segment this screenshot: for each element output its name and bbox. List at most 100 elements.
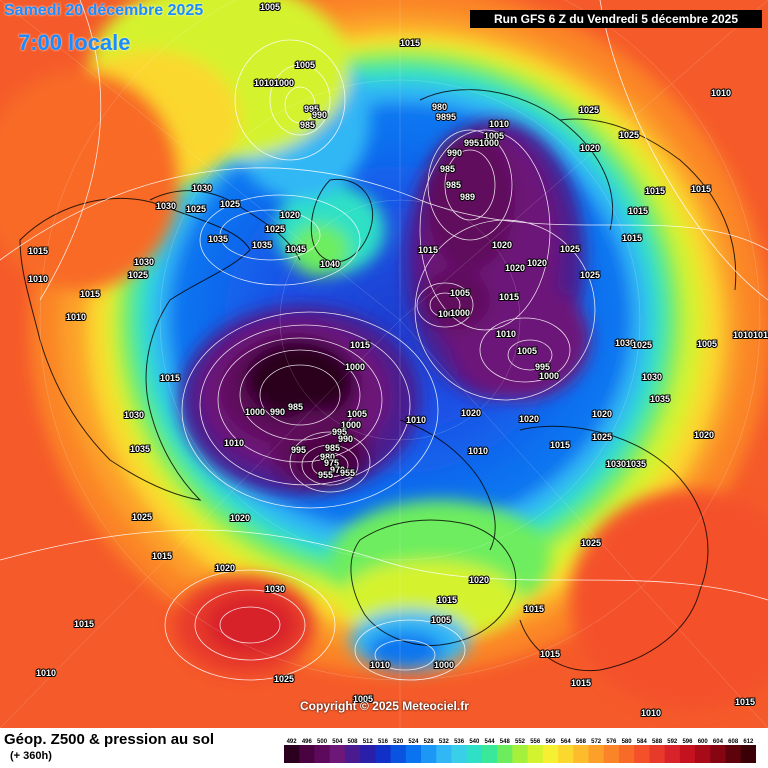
scale-tick-label: 508 <box>348 739 359 745</box>
scale-swatch <box>299 745 315 763</box>
scale-swatch <box>740 745 756 763</box>
scale-swatch <box>588 745 605 763</box>
scale-swatch <box>573 745 590 763</box>
scale-tick-label: 604 <box>713 739 724 745</box>
pressure-label: 1000 <box>438 309 458 319</box>
pressure-label: 1015 <box>540 649 560 659</box>
pressure-label: 1010 <box>224 438 244 448</box>
pressure-label: 985 <box>300 120 315 130</box>
scale-tick-label: 596 <box>682 739 693 745</box>
pressure-label: 1000 <box>341 420 361 430</box>
pressure-label: 1015 <box>550 440 570 450</box>
scale-swatch <box>664 745 681 763</box>
pressure-label: 1015 <box>28 246 48 256</box>
pressure-label: 1015 <box>437 595 457 605</box>
scale-swatch <box>725 745 742 763</box>
scale-swatch <box>390 745 407 763</box>
scale-swatch <box>527 745 544 763</box>
pressure-label: 985 <box>446 180 461 190</box>
pressure-label: 1005 <box>295 60 315 70</box>
scale-tick-label: 516 <box>378 739 389 745</box>
pressure-label: 10101000 <box>254 78 294 88</box>
pressure-label: 1010 <box>641 708 661 718</box>
scale-swatch <box>710 745 727 763</box>
pressure-label: 1015 <box>418 245 438 255</box>
scale-tick-label: 536 <box>454 739 465 745</box>
scale-swatch <box>314 745 331 763</box>
pressure-label: 9895 <box>436 112 456 122</box>
pressure-label: 1020 <box>469 575 489 585</box>
scale-swatch <box>360 745 376 763</box>
pressure-label: 1025 <box>580 270 600 280</box>
pressure-label: 1010 <box>406 415 426 425</box>
pressure-label: 1015 <box>160 373 180 383</box>
pressure-label: 975 <box>324 458 339 468</box>
pressure-label: 1035 <box>130 444 150 454</box>
scale-swatch <box>649 745 666 763</box>
pressure-label: 1030 <box>134 257 154 267</box>
legend-bar: Géop. Z500 & pression au sol (+ 360h) 49… <box>0 728 768 768</box>
run-info: Run GFS 6 Z du Vendredi 5 décembre 2025 <box>470 10 762 28</box>
pressure-label: 1020 <box>519 414 539 424</box>
pressure-label: 989 <box>460 192 475 202</box>
pressure-label: 1025 <box>186 204 206 214</box>
pressure-label: 1005 <box>431 615 451 625</box>
scale-swatch <box>405 745 422 763</box>
scale-tick-label: 580 <box>622 739 633 745</box>
pressure-label: 1030 <box>124 410 144 420</box>
pressure-label: 1020 <box>461 408 481 418</box>
scale-swatch <box>679 745 696 763</box>
pressure-label: 1015 <box>691 184 711 194</box>
pressure-label: 1005 <box>484 131 504 141</box>
pressure-label: 1020 <box>694 430 714 440</box>
pressure-label: 1025 <box>619 130 639 140</box>
scale-tick-label: 600 <box>698 739 709 745</box>
scale-tick-label: 556 <box>530 739 541 745</box>
pressure-label: 1025 <box>220 199 240 209</box>
pressure-label: 1030 <box>192 183 212 193</box>
scale-tick-label: 500 <box>317 739 328 745</box>
scale-tick-label: 588 <box>652 739 663 745</box>
forecast-date: Samedi 20 décembre 2025 <box>4 2 204 19</box>
pressure-label: 1015 <box>571 678 591 688</box>
pressure-label: 1025 <box>592 432 612 442</box>
pressure-label: 1030 <box>642 372 662 382</box>
scale-swatch <box>618 745 635 763</box>
pressure-label: 1015 <box>735 697 755 707</box>
pressure-label: 1020 <box>492 240 512 250</box>
scale-tick-label: 560 <box>545 739 556 745</box>
scale-swatch <box>436 745 452 763</box>
pressure-label: 990 <box>447 148 462 158</box>
pressure-label: 1000 <box>345 362 365 372</box>
pressure-label: 1010 <box>489 119 509 129</box>
pressure-label: 955 <box>318 470 333 480</box>
scale-swatch <box>542 745 559 763</box>
isobars <box>0 0 768 681</box>
pressure-label: 1015 <box>74 619 94 629</box>
pressure-label: 955 <box>340 468 355 478</box>
scale-tick-label: 520 <box>393 739 404 745</box>
pressure-label: 1010 <box>496 329 516 339</box>
scale-swatch <box>603 745 620 763</box>
scale-tick-label: 524 <box>408 739 419 745</box>
pressure-label: 995 <box>291 445 306 455</box>
pressure-label: 1020 <box>215 563 235 573</box>
scale-swatch <box>329 745 346 763</box>
scale-tick-label: 576 <box>606 739 617 745</box>
pressure-label: 1020 <box>505 263 525 273</box>
pressure-label: 1010 <box>468 446 488 456</box>
pressure-label: 1010 <box>28 274 48 284</box>
scale-swatch <box>451 745 468 763</box>
scale-swatch <box>466 745 483 763</box>
scale-swatch <box>558 745 574 763</box>
pressure-label: 1025 <box>632 340 652 350</box>
scale-tick-label: 548 <box>500 739 511 745</box>
scale-tick-label: 544 <box>485 739 496 745</box>
scale-swatch <box>344 745 361 763</box>
pressure-label: 1015 <box>628 206 648 216</box>
pressure-label: 1005 <box>517 346 537 356</box>
scale-tick-label: 504 <box>332 739 343 745</box>
scale-swatch <box>695 745 711 763</box>
